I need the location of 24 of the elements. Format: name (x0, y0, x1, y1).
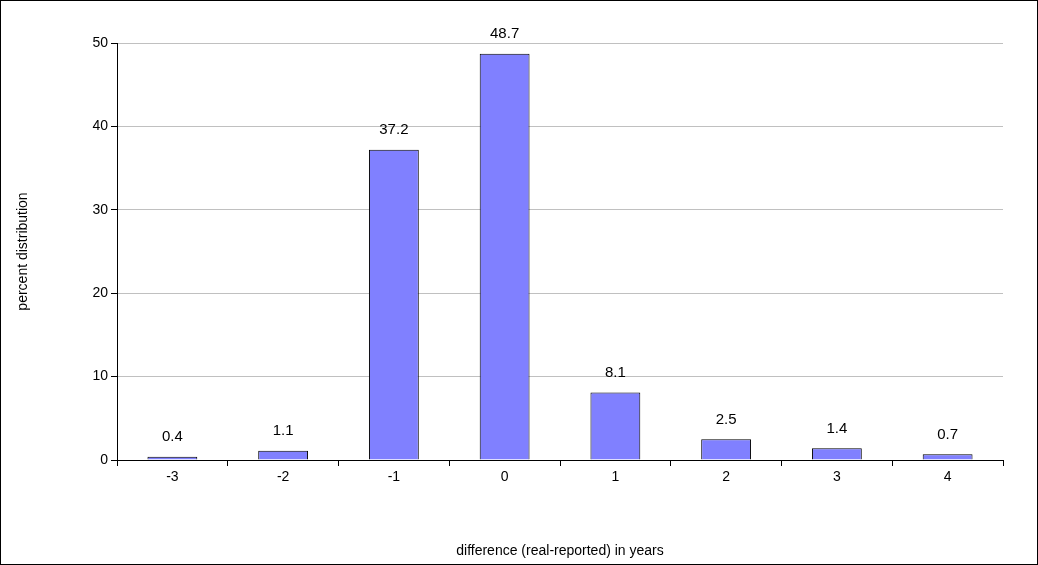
data-label: 0.7 (937, 424, 959, 442)
x-axis-title: difference (real-reported) in years (456, 542, 664, 559)
data-label: 0.4 (161, 427, 183, 445)
y-tick-label: 10 (92, 367, 109, 384)
x-tick-label: 0 (500, 468, 509, 485)
x-tick-label: 2 (722, 468, 731, 485)
data-label: 1.4 (826, 418, 848, 436)
y-axis-title: percent distribution (14, 192, 31, 311)
y-tick-label: 20 (92, 284, 109, 301)
data-label: 37.2 (379, 120, 409, 138)
y-tick-label: 30 (92, 200, 109, 217)
x-tick-label: 3 (832, 468, 841, 485)
y-tick-label: 0 (100, 450, 109, 467)
y-tick-label: 40 (92, 117, 109, 134)
data-label: 2.5 (715, 409, 737, 427)
data-label: 48.7 (490, 24, 520, 42)
y-tick-label: 50 (92, 33, 109, 50)
data-label: 1.1 (272, 421, 294, 439)
x-tick-label: 1 (611, 468, 620, 485)
x-tick-label: -2 (276, 468, 290, 485)
data-label: 8.1 (604, 363, 626, 381)
x-tick-label: 4 (943, 468, 952, 485)
x-tick-label: -1 (387, 468, 401, 485)
x-tick-label: -3 (166, 468, 179, 485)
